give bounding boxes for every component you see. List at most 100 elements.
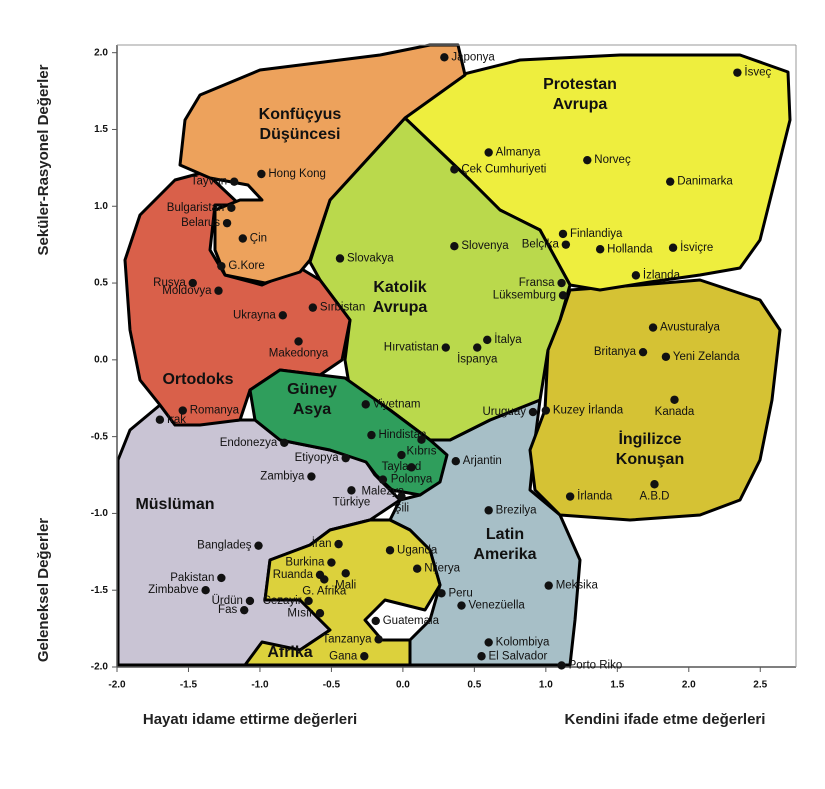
point-label: Viyetnam	[373, 398, 421, 410]
region-label: İngilizce	[618, 430, 681, 448]
point	[558, 229, 568, 239]
point-label: Slovakya	[347, 253, 394, 265]
point	[650, 480, 659, 489]
point	[441, 343, 450, 352]
point	[371, 616, 380, 626]
x-tick-label: -0.5	[323, 680, 341, 691]
point	[230, 177, 239, 186]
point-label: Bulgaristan	[167, 202, 225, 214]
point	[315, 609, 325, 618]
point	[278, 311, 288, 320]
point-label: Kıbrıs	[406, 446, 436, 458]
point-label: İzlanda	[643, 268, 681, 281]
point	[374, 635, 383, 644]
point	[222, 218, 232, 228]
point	[304, 596, 313, 606]
x-tick-label: 0.5	[467, 680, 481, 691]
x-axis-title: Hayatı idame ettirme değerleri	[143, 711, 357, 728]
point	[558, 291, 568, 300]
point	[347, 486, 356, 495]
point-label: Pakistan	[170, 572, 214, 584]
region-label: Konuşan	[616, 451, 684, 468]
point-label: Zimbabve	[148, 584, 199, 596]
regions: Müslüman Latin Amerika Afrika İngilizce Konuş…	[116, 43, 792, 667]
point	[308, 303, 318, 312]
point-label: Venezüella	[469, 600, 526, 612]
point-label: Zambiya	[260, 471, 305, 483]
point	[484, 638, 493, 647]
point-label: A.B.D	[639, 490, 669, 502]
point-label: Belarus	[181, 217, 220, 229]
point	[188, 278, 197, 288]
point-label: Britanya	[594, 346, 637, 358]
point-label: Porto Riko	[569, 659, 623, 671]
point-label: Nijerya	[424, 563, 460, 575]
point-label: G.Kore	[228, 260, 264, 272]
y-tick-label: 1.0	[94, 201, 108, 212]
region-area	[178, 43, 467, 285]
point-label: Mali	[335, 579, 356, 591]
point	[367, 430, 376, 440]
point-label: Türkiye	[333, 496, 371, 508]
point-label: Danimarka	[677, 176, 733, 188]
point-label: Ürdün	[212, 595, 243, 607]
point	[670, 395, 679, 404]
y-tick-label: 1.5	[94, 124, 108, 135]
point	[440, 53, 449, 62]
x-axis-title: Kendini ifade etme değerleri	[565, 711, 766, 728]
x-tick-label: 0.0	[396, 680, 410, 691]
region-label: Latin	[486, 526, 524, 543]
region-area	[248, 368, 449, 497]
point-label: Makedonya	[269, 347, 329, 359]
region-label: Katolik	[373, 279, 426, 296]
point-label: Fas	[218, 604, 237, 616]
point-label: Almanya	[496, 147, 541, 159]
point	[417, 435, 426, 444]
point	[257, 169, 266, 179]
point-label: Hindistan	[378, 429, 426, 441]
point	[583, 155, 592, 165]
point-label: Şili	[394, 503, 409, 515]
point-label: Meksika	[556, 580, 599, 592]
point-label: Bangladeş	[197, 540, 252, 552]
point	[412, 564, 422, 573]
point-label: Endonezya	[220, 437, 278, 449]
point-label: Slovenya	[461, 240, 509, 252]
point-label: Yeni Zelanda	[673, 351, 740, 363]
point-label: Çek Cumhuriyeti	[461, 163, 546, 175]
point	[666, 177, 675, 186]
point-label: Hong Kong	[268, 168, 326, 180]
point-label: Rusya	[153, 277, 186, 289]
y-tick-label: 2.0	[94, 47, 108, 58]
point-label: Fransa	[519, 277, 555, 289]
y-tick-label: 0.0	[94, 354, 108, 365]
point-label: Hırvatistan	[384, 342, 439, 354]
region-label: Avrupa	[373, 299, 428, 316]
point-label: Belçika	[522, 239, 560, 251]
y-tick-label: -1.5	[91, 585, 109, 596]
point-label: Guatemala	[383, 615, 440, 627]
point	[668, 243, 678, 252]
point-label: G. Afrika	[302, 585, 347, 597]
point	[201, 586, 210, 595]
region-label: Ortodoks	[162, 371, 233, 388]
point	[528, 407, 538, 417]
point	[561, 240, 571, 249]
region-label: Avrupa	[553, 96, 608, 113]
region-label: Amerika	[473, 546, 536, 563]
point	[360, 652, 369, 661]
point	[457, 601, 466, 610]
point	[294, 337, 303, 346]
point	[407, 463, 416, 472]
point-label: Lüksemburg	[493, 289, 556, 301]
point	[733, 68, 742, 77]
point	[544, 581, 553, 590]
point	[477, 652, 486, 661]
point-label: İsviçre	[680, 241, 713, 254]
point	[473, 343, 482, 352]
region-label: Güney	[287, 381, 337, 398]
point-label: Gana	[329, 650, 358, 662]
point-label: İrlanda	[577, 490, 613, 503]
region-label: Düşüncesi	[260, 126, 341, 143]
point	[557, 661, 566, 670]
